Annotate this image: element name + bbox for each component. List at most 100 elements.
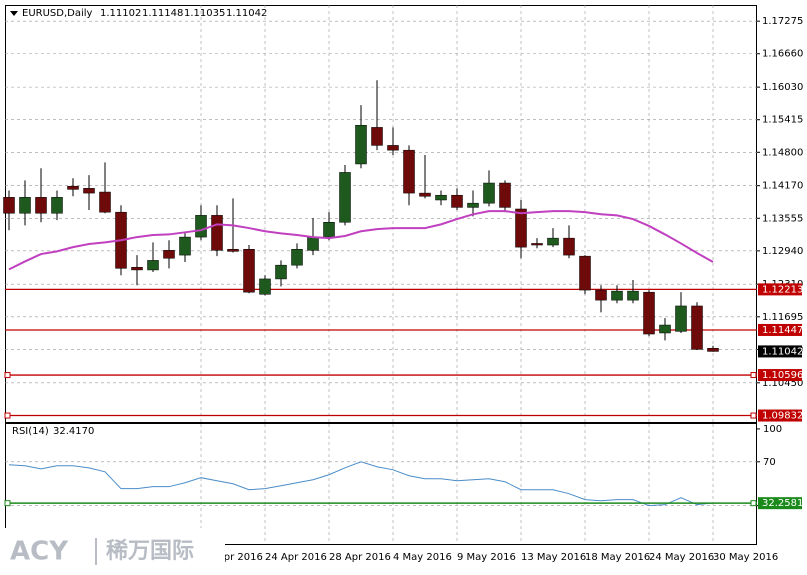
level-tag [758, 323, 802, 336]
level-handle [4, 500, 11, 507]
candle-body [547, 237, 559, 246]
x-tick-label: 28 Apr 2016 [329, 552, 391, 563]
title-open: 1.11102 [100, 8, 141, 19]
candle-body [227, 249, 239, 252]
candle-body [563, 237, 575, 256]
candle-body [211, 215, 223, 251]
rsi-level-label: 32.2581 [762, 498, 803, 509]
candle-body [323, 221, 335, 238]
logo: ACY 稀万国际 [0, 528, 225, 575]
x-tick-label: 4 May 2016 [393, 552, 452, 563]
candle-body [531, 243, 543, 246]
rsi-level-tag [758, 497, 802, 510]
level-label: 1.10596 [762, 370, 803, 381]
level-handle [4, 372, 11, 379]
candle-body [611, 290, 623, 301]
rsi-line [8, 461, 714, 507]
y-tick-label: 1.11695 [762, 312, 803, 323]
y-tick-label: 1.16660 [762, 49, 803, 60]
candle-body [435, 194, 447, 201]
level-handle [750, 372, 757, 379]
y-tick-label: 1.17275 [762, 16, 803, 27]
rsi-tick-label: 100 [763, 424, 782, 435]
candle-body [467, 202, 479, 208]
candle-body [403, 149, 415, 194]
candle-body [419, 192, 431, 197]
candle-body [131, 267, 143, 271]
candle-body [307, 236, 319, 251]
moving-average [8, 210, 714, 271]
logo-brand: ACY [10, 537, 69, 567]
candle-body [483, 182, 495, 204]
candle-body [707, 347, 719, 352]
x-tick-label: 13 May 2016 [521, 552, 586, 563]
candle-body [595, 289, 607, 301]
candle-body [147, 260, 159, 271]
candle-body [35, 197, 47, 214]
candle-body [387, 145, 399, 151]
y-tick-label: 1.10450 [762, 378, 803, 389]
level-handle [4, 412, 11, 419]
level-tag [758, 369, 802, 382]
y-tick-label: 1.13555 [762, 213, 803, 224]
menu-triangle [10, 11, 18, 16]
level-handle [750, 500, 757, 507]
rsi-name: RSI(14) [12, 426, 49, 437]
y-tick-label: 1.14800 [762, 147, 803, 158]
title-close: 1.11042 [226, 8, 267, 19]
y-tick-label: 1.14170 [762, 181, 803, 192]
y-tick-label: 1.15415 [762, 115, 803, 126]
candle-body [675, 305, 687, 332]
candle-body [499, 182, 511, 208]
candle-body [451, 194, 463, 208]
candle-body [355, 125, 367, 165]
candle-body [83, 188, 95, 194]
candle-body [259, 278, 271, 295]
rsi-frame [5, 423, 757, 545]
title-high: 1.11148 [142, 8, 183, 19]
rsi-tick-label: 70 [763, 457, 776, 468]
x-tick-label: 24 Apr 2016 [265, 552, 327, 563]
candle-body [643, 291, 655, 335]
main-frame [5, 5, 757, 423]
candle-body [195, 215, 207, 238]
y-tick-label: 1.16030 [762, 82, 803, 93]
candle-body [339, 172, 351, 223]
candle-body [179, 236, 191, 256]
candle-body [515, 208, 527, 248]
symbol: EURUSD,Daily [22, 8, 93, 19]
candle-body [163, 250, 175, 259]
candle-body [51, 197, 63, 214]
level-label: 1.11447 [762, 325, 803, 336]
level-label: 1.09832 [762, 411, 803, 422]
candle-body [243, 249, 255, 293]
x-tick-label: 20 Apr 2016 [201, 552, 263, 563]
level-handle [750, 412, 757, 419]
candle-body [579, 255, 591, 291]
logo-bg [0, 528, 225, 575]
level-label: 1.12213 [762, 284, 803, 295]
candle-body [3, 197, 15, 214]
rsi-last: 32.4170 [53, 426, 94, 437]
x-tick-label: 9 May 2016 [457, 552, 516, 563]
candle-body [67, 185, 79, 190]
candle-body [291, 249, 303, 266]
x-tick-label: 18 May 2016 [585, 552, 650, 563]
candle-body [371, 127, 383, 146]
candle-body [19, 197, 31, 214]
candle-body [691, 305, 703, 350]
candle-body [659, 324, 671, 334]
price-tag [758, 345, 802, 358]
price-label: 1.11042 [762, 346, 803, 357]
x-tick-label: 24 May 2016 [649, 552, 714, 563]
logo-name: 稀万国际 [106, 538, 194, 564]
x-tick-label: 30 May 2016 [713, 552, 778, 563]
level-tag [758, 409, 802, 422]
candle-body [627, 290, 639, 301]
candle-body [99, 191, 111, 213]
title-low: 1.11035 [184, 8, 225, 19]
y-tick-label: 1.12940 [762, 246, 803, 257]
